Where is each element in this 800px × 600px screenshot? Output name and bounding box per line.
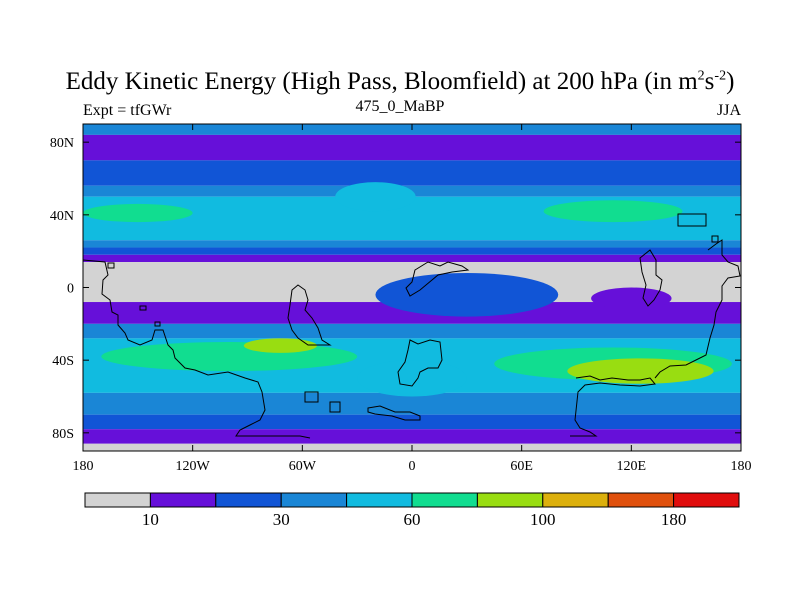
coastline-pacific-rim xyxy=(654,239,741,379)
feature-nh-storm-weak xyxy=(335,182,416,212)
island-arctic xyxy=(677,213,707,227)
colorbar-label: 60 xyxy=(404,510,421,529)
x-tick-label: 60W xyxy=(289,459,317,474)
contour-field xyxy=(83,124,741,451)
island-small-4 xyxy=(107,262,115,269)
feature-sh-quiet-atlantic xyxy=(357,360,467,397)
feature-sh-jet-east-core xyxy=(567,358,714,384)
experiment-label: Expt = tfGWr xyxy=(83,102,172,119)
lat-band-1 xyxy=(83,134,741,161)
simulation-label: 475_0_MaBP xyxy=(355,98,445,115)
colorbar-swatch-8 xyxy=(607,492,675,508)
colorbar-swatch-3 xyxy=(280,492,348,508)
coastline-indian-region xyxy=(397,339,443,387)
coastline-east-asia xyxy=(639,249,663,307)
y-tick-label: 0 xyxy=(67,282,74,297)
lat-band-2 xyxy=(83,160,741,186)
island-small-1 xyxy=(304,391,319,403)
lat-band-10 xyxy=(83,323,741,339)
lat-band-6 xyxy=(83,247,741,255)
island-south-atlantic xyxy=(329,401,341,413)
colorbar-swatch-4 xyxy=(346,492,413,508)
x-tick-label: 180 xyxy=(731,459,752,474)
colorbar-swatch-5 xyxy=(411,492,478,508)
y-tick-label: 80S xyxy=(52,427,74,442)
y-tick-label: 80N xyxy=(50,136,74,151)
x-tick-label: 120E xyxy=(617,459,647,474)
island-small-2 xyxy=(154,321,161,327)
colorbar-swatch-7 xyxy=(542,492,609,508)
y-tick-label: 40N xyxy=(50,209,74,224)
colorbar-swatch-1 xyxy=(149,492,217,508)
axes: 180 120W 60W 0 60E 120E 180 80N 40N 0 40S 80S xyxy=(50,124,752,474)
chart-title: Eddy Kinetic Energy (High Pass, Bloomfie… xyxy=(65,68,735,95)
x-tick-label: 60E xyxy=(510,459,533,474)
coastline-asia-north xyxy=(405,261,470,297)
colorbar-label: 30 xyxy=(273,510,290,529)
coastline-africa xyxy=(287,284,332,346)
lat-band-5 xyxy=(83,240,741,248)
colorbar-label: 10 xyxy=(142,510,159,529)
lat-band-7 xyxy=(83,254,741,263)
island-southern-ocean xyxy=(367,405,421,421)
x-tick-label: 120W xyxy=(176,459,211,474)
colorbar-swatch-0 xyxy=(84,492,151,508)
island-small-3 xyxy=(139,305,147,311)
coastline-south-america xyxy=(83,259,311,439)
colorbar-swatch-6 xyxy=(476,492,544,508)
colorbar-label: 100 xyxy=(530,510,556,529)
lat-band-14 xyxy=(83,429,741,444)
feature-sh-jet-west-core xyxy=(243,338,317,353)
island-small-5 xyxy=(711,235,719,243)
colorbar-label: 180 xyxy=(661,510,687,529)
colorbar-swatch-9 xyxy=(673,492,740,508)
x-tick-label: 180 xyxy=(73,459,94,474)
lat-band-13 xyxy=(83,414,741,430)
feature-nh-jet-east xyxy=(543,200,683,223)
feature-eastern-low-eke xyxy=(591,287,672,310)
feature-pacific-westerly-duct xyxy=(375,272,559,317)
colorbar-swatch-2 xyxy=(215,492,282,508)
coastline-overlay xyxy=(83,213,741,439)
feature-nh-jet-west xyxy=(83,203,193,223)
colorbar: 10 30 60 100 180 xyxy=(84,492,740,529)
x-tick-label: 0 xyxy=(409,459,416,474)
season-label: JJA xyxy=(716,102,741,119)
lat-band-9 xyxy=(83,302,741,324)
feature-sh-jet-west xyxy=(101,342,358,372)
y-tick-label: 40S xyxy=(52,354,74,369)
coastline-australia-antarctic xyxy=(570,375,656,437)
